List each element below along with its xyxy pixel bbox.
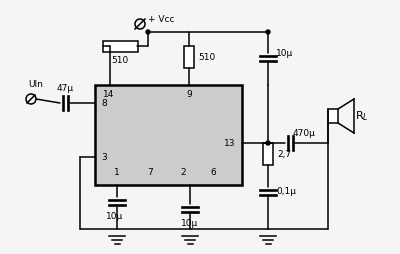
Circle shape	[266, 30, 270, 34]
Bar	[184, 46, 194, 68]
Text: 510: 510	[198, 53, 215, 61]
Text: 470μ: 470μ	[293, 129, 316, 137]
Text: 47μ: 47μ	[56, 84, 74, 93]
Text: 3: 3	[101, 152, 107, 162]
Text: 0,1μ: 0,1μ	[276, 187, 296, 197]
Text: 2: 2	[180, 168, 186, 177]
Bar	[263, 143, 273, 165]
Bar	[102, 40, 138, 52]
Text: 510: 510	[111, 56, 129, 65]
Text: 14: 14	[103, 90, 114, 99]
Text: 7: 7	[147, 168, 153, 177]
Circle shape	[266, 141, 270, 145]
Text: 10μ: 10μ	[181, 219, 199, 228]
Text: R$_L$: R$_L$	[355, 109, 369, 123]
Text: 1: 1	[114, 168, 120, 177]
Text: 2,7: 2,7	[277, 150, 291, 158]
Bar	[328, 109, 338, 123]
Text: 9: 9	[186, 90, 192, 99]
Text: 6: 6	[210, 168, 216, 177]
Text: 10μ: 10μ	[276, 50, 293, 58]
Text: 13: 13	[224, 138, 236, 148]
Text: 10μ: 10μ	[106, 212, 124, 221]
Bar	[95, 85, 242, 185]
Text: + Vcc: + Vcc	[148, 15, 174, 24]
Text: UIn: UIn	[28, 80, 43, 89]
Text: 8: 8	[101, 99, 107, 107]
Circle shape	[146, 30, 150, 34]
